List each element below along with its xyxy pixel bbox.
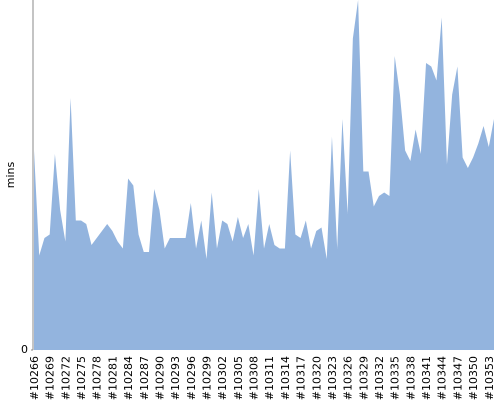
y-axis-label: mins [4,161,17,188]
x-tick-label: #10272 [59,356,72,400]
area [34,0,494,350]
x-tick-label: #10350 [467,356,480,400]
x-tick-label: #10338 [404,356,417,400]
y-tick-label: 0 [21,343,28,356]
x-tick-label: #10314 [279,356,292,400]
x-tick-label: #10308 [248,356,261,400]
x-tick-label: #10353 [483,356,496,400]
x-tick-label: #10284 [122,356,135,400]
x-tick-label: #10332 [373,356,386,400]
x-tick-label: #10320 [310,356,323,400]
x-tick-label: #10296 [185,356,198,400]
x-tick-label: #10266 [28,356,41,400]
x-tick-label: #10323 [326,356,339,400]
x-tick-label: #10293 [169,356,182,400]
x-tick-label: #10335 [389,356,402,400]
x-tick-label: #10305 [232,356,245,400]
x-tick-label: #10299 [201,356,214,400]
x-tick-label: #10311 [263,356,276,400]
x-tick-label: #10278 [91,356,104,400]
x-tick-label: #10302 [216,356,229,400]
x-tick-label: #10317 [295,356,308,400]
x-tick-label: #10287 [138,356,151,400]
x-tick-label: #10269 [44,356,57,400]
x-tick-label: #10326 [342,356,355,400]
x-tick-label: #10347 [451,356,464,400]
x-tick-label: #10344 [436,356,449,400]
x-tick-label: #10290 [153,356,166,400]
x-tick-label: #10329 [357,356,370,400]
x-tick-label: #10275 [75,356,88,400]
x-tick-label: #10281 [106,356,119,400]
x-tick-label: #10341 [420,356,433,400]
